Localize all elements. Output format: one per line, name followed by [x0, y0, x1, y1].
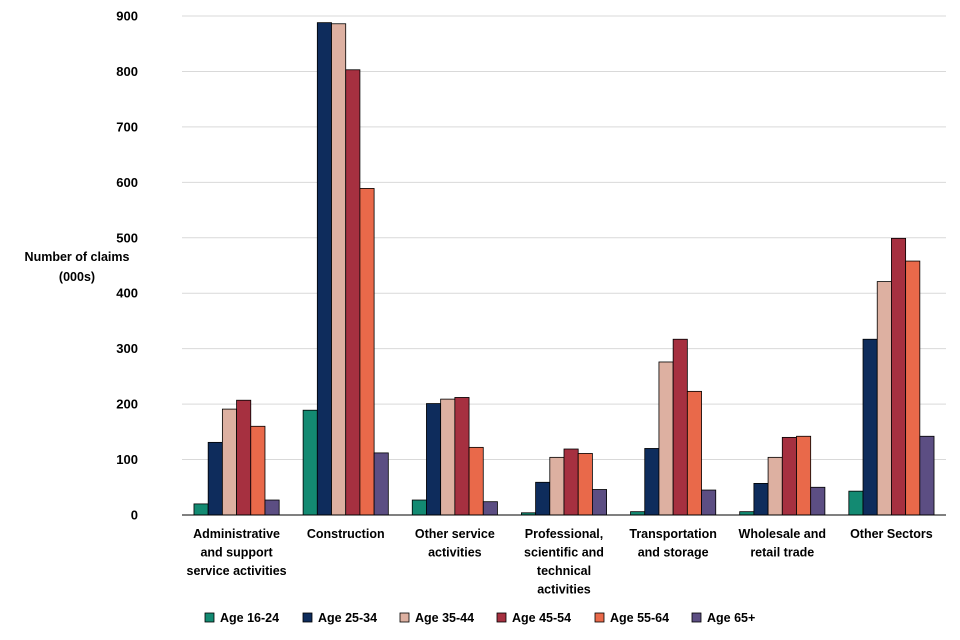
y-tick-label: 500 — [116, 230, 138, 245]
legend-label: Age 25-34 — [318, 611, 377, 625]
category-label: Transportation — [629, 527, 717, 541]
category-label: Professional, — [525, 527, 604, 541]
bar — [454, 397, 470, 516]
bar — [644, 448, 660, 516]
bar — [302, 409, 318, 516]
bar — [468, 446, 484, 516]
bar — [753, 482, 769, 516]
y-tick-label: 700 — [116, 119, 138, 134]
category-label: activities — [537, 583, 591, 597]
y-axis-label-line-2: (000s) — [59, 270, 95, 284]
category-label: service activities — [187, 564, 287, 578]
bar — [810, 486, 826, 516]
category-label: Administrative — [193, 527, 280, 541]
bar — [767, 456, 783, 516]
category-label: and storage — [638, 546, 709, 560]
bar — [359, 188, 375, 516]
legend-swatch — [594, 612, 605, 623]
y-tick-labels: 0 100 200 300 400 500 600 700 800 900 — [116, 9, 138, 523]
bar — [316, 22, 332, 516]
bar — [250, 425, 266, 516]
bar — [781, 436, 797, 516]
gridlines — [182, 15, 946, 461]
y-axis-label-line-1: Number of claims — [25, 250, 130, 264]
y-tick-label: 800 — [116, 64, 138, 79]
legend-swatch — [496, 612, 507, 623]
bar — [905, 260, 921, 516]
category-label: activities — [428, 546, 482, 560]
y-tick-label: 300 — [116, 341, 138, 356]
bar — [658, 361, 674, 516]
y-tick-label: 400 — [116, 286, 138, 301]
category-label: and support — [200, 546, 273, 560]
bar — [919, 435, 935, 516]
bar — [686, 390, 702, 516]
category-label: scientific and — [524, 546, 604, 560]
category-label: retail trade — [750, 546, 814, 560]
bar — [848, 490, 864, 516]
y-tick-label: 900 — [116, 9, 138, 24]
legend-swatch — [302, 612, 313, 623]
bar — [411, 499, 427, 516]
bar — [701, 489, 717, 516]
legend-swatch — [691, 612, 702, 623]
bar — [264, 499, 280, 516]
category-label: Wholesale and — [739, 527, 827, 541]
y-tick-label: 200 — [116, 397, 138, 412]
bar — [207, 441, 223, 516]
bar — [862, 338, 878, 516]
category-label: Other service — [415, 527, 495, 541]
legend-label: Age 55-64 — [610, 611, 669, 625]
legend: Age 16-24 Age 25-34 Age 35-44 Age 45-54 Age … — [204, 611, 755, 625]
category-label: Other Sectors — [850, 527, 933, 541]
legend-label: Age 45-54 — [512, 611, 571, 625]
category-label: technical — [537, 564, 591, 578]
bar — [426, 403, 442, 516]
bar — [482, 501, 498, 516]
bar — [592, 489, 608, 516]
y-tick-label: 100 — [116, 452, 138, 467]
category-label: Construction — [307, 527, 385, 541]
legend-label: Age 35-44 — [415, 611, 474, 625]
bar — [373, 452, 389, 516]
bar — [891, 237, 907, 516]
bar — [345, 69, 361, 516]
legend-label: Age 65+ — [707, 611, 755, 625]
bar — [876, 281, 892, 516]
y-tick-label: 0 — [131, 508, 138, 523]
category-labels: Administrative and support service activit… — [187, 527, 933, 597]
bar — [221, 408, 237, 516]
bars — [193, 22, 935, 516]
bar — [440, 398, 456, 516]
bar — [193, 503, 209, 516]
bar — [331, 23, 347, 516]
legend-swatch — [399, 612, 410, 623]
y-tick-label: 600 — [116, 175, 138, 190]
bar — [236, 399, 252, 516]
bar — [796, 435, 812, 516]
legend-label: Age 16-24 — [220, 611, 279, 625]
bar — [577, 453, 593, 516]
bar — [672, 338, 688, 516]
bar — [549, 456, 565, 516]
bar — [535, 481, 551, 516]
bar — [563, 448, 579, 516]
legend-swatch — [204, 612, 215, 623]
